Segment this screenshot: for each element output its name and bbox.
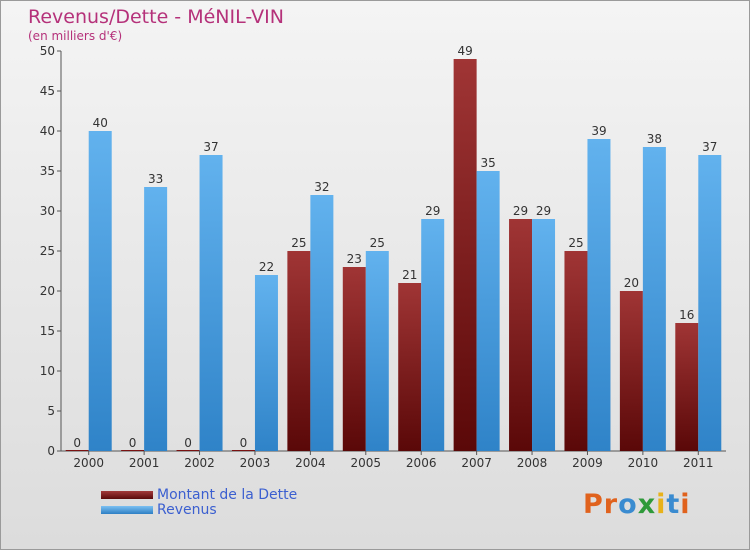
data-label-dette: 20 xyxy=(624,276,639,290)
data-label-revenus: 39 xyxy=(591,124,606,138)
bar-revenus xyxy=(88,131,112,451)
proxiti-logo: Proxiti xyxy=(583,489,691,520)
data-label-dette: 0 xyxy=(240,436,248,450)
x-tick-label: 2002 xyxy=(184,456,215,470)
y-tick-label: 5 xyxy=(47,404,55,418)
bar-revenus xyxy=(421,219,445,451)
data-label-dette: 23 xyxy=(347,252,362,266)
bar-dette xyxy=(453,59,477,451)
data-label-revenus: 33 xyxy=(148,172,163,186)
bar-revenus xyxy=(365,251,389,451)
x-tick-label: 2000 xyxy=(73,456,104,470)
bar-revenus xyxy=(199,155,223,451)
data-label-revenus: 29 xyxy=(536,204,551,218)
y-tick-label: 40 xyxy=(40,124,55,138)
data-label-revenus: 35 xyxy=(480,156,495,170)
y-tick-label: 50 xyxy=(40,44,55,58)
y-tick-label: 25 xyxy=(40,244,55,258)
x-tick-label: 2010 xyxy=(628,456,659,470)
bar-dette xyxy=(287,251,311,451)
bar-dette xyxy=(564,251,588,451)
chart-title: Revenus/Dette - MéNIL-VIN xyxy=(28,6,284,28)
bar-dette xyxy=(398,283,422,451)
data-label-dette: 49 xyxy=(457,44,472,58)
x-tick-label: 2008 xyxy=(517,456,548,470)
bar-revenus xyxy=(254,275,278,451)
data-label-dette: 25 xyxy=(291,236,306,250)
bar-revenus xyxy=(532,219,556,451)
bar-revenus xyxy=(144,187,168,451)
y-tick-label: 30 xyxy=(40,204,55,218)
x-tick-label: 2003 xyxy=(240,456,271,470)
data-label-revenus: 25 xyxy=(370,236,385,250)
data-label-revenus: 37 xyxy=(203,140,218,154)
bar-dette xyxy=(509,219,533,451)
data-label-dette: 29 xyxy=(513,204,528,218)
data-label-revenus: 29 xyxy=(425,204,440,218)
bar-dette xyxy=(231,450,255,451)
data-label-dette: 21 xyxy=(402,268,417,282)
data-label-revenus: 38 xyxy=(647,132,662,146)
data-label-revenus: 32 xyxy=(314,180,329,194)
bar-revenus xyxy=(476,171,500,451)
y-tick-label: 0 xyxy=(47,444,55,458)
bar-dette xyxy=(176,450,200,451)
legend-label-dette: Montant de la Dette xyxy=(157,487,298,503)
data-label-revenus: 37 xyxy=(702,140,717,154)
data-label-dette: 0 xyxy=(129,436,137,450)
y-tick-label: 35 xyxy=(40,164,55,178)
y-tick-label: 20 xyxy=(40,284,55,298)
legend-label-revenus: Revenus xyxy=(157,502,217,518)
bar-revenus xyxy=(310,195,334,451)
data-label-revenus: 22 xyxy=(259,260,274,274)
bar-dette xyxy=(619,291,643,451)
x-tick-label: 2009 xyxy=(572,456,603,470)
data-label-dette: 0 xyxy=(73,436,81,450)
legend-swatch-dette xyxy=(101,491,153,499)
data-label-dette: 16 xyxy=(679,308,694,322)
y-tick-label: 15 xyxy=(40,324,55,338)
bar-revenus xyxy=(698,155,722,451)
bar-dette xyxy=(65,450,89,451)
x-tick-label: 2001 xyxy=(129,456,160,470)
legend-swatch-revenus xyxy=(101,506,153,514)
y-tick-label: 45 xyxy=(40,84,55,98)
x-tick-label: 2007 xyxy=(461,456,492,470)
data-label-dette: 25 xyxy=(568,236,583,250)
x-tick-label: 2004 xyxy=(295,456,326,470)
x-tick-label: 2005 xyxy=(351,456,382,470)
x-tick-label: 2006 xyxy=(406,456,437,470)
bar-dette xyxy=(121,450,145,451)
y-tick-label: 10 xyxy=(40,364,55,378)
data-label-dette: 0 xyxy=(184,436,192,450)
bar-dette xyxy=(675,323,699,451)
data-label-revenus: 40 xyxy=(93,116,108,130)
bar-revenus xyxy=(587,139,611,451)
chart-subtitle: (en milliers d'€) xyxy=(28,29,123,43)
bar-revenus xyxy=(642,147,666,451)
bar-dette xyxy=(342,267,366,451)
x-tick-label: 2011 xyxy=(683,456,714,470)
